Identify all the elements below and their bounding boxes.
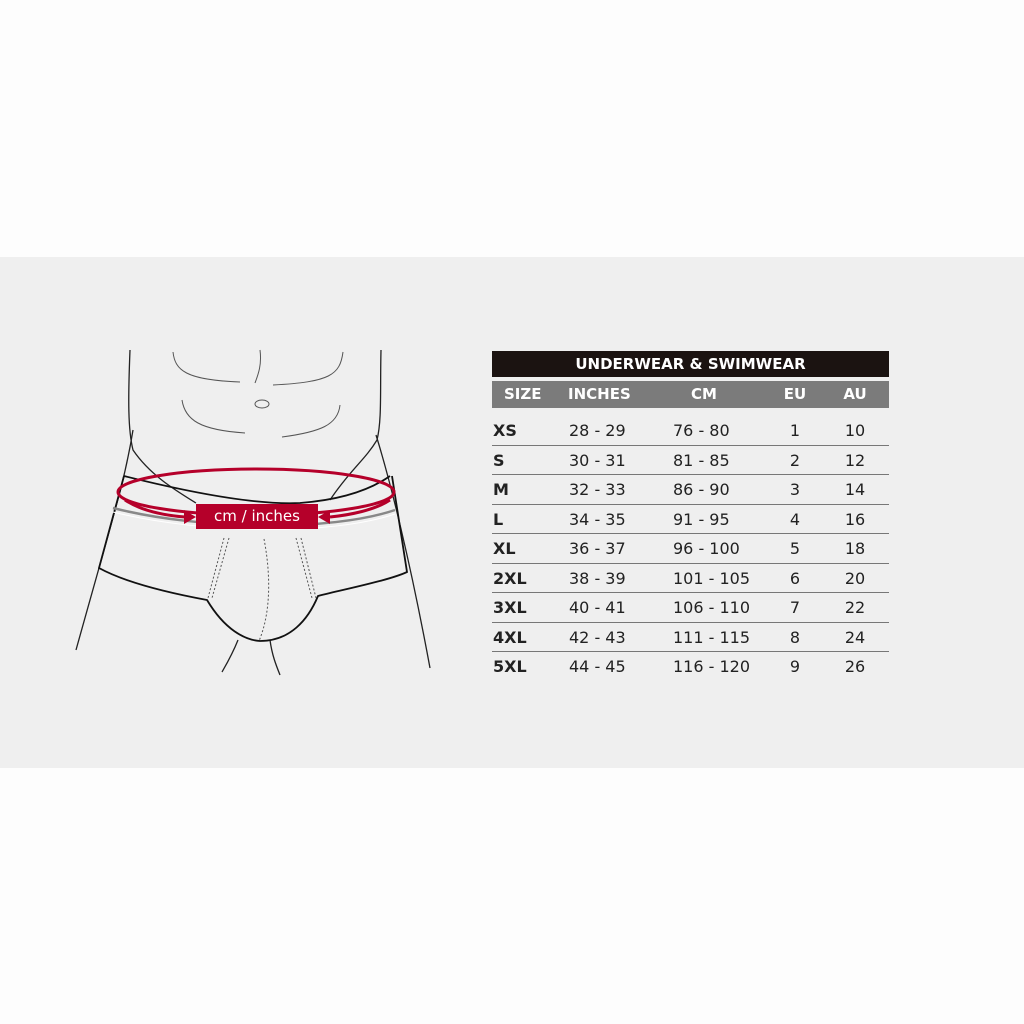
- cell-cm: 91 - 95: [673, 509, 730, 529]
- cell-size: 3XL: [493, 598, 527, 617]
- cell-size: M: [493, 480, 509, 499]
- header-cm: CM: [691, 385, 717, 403]
- measure-label: cm / inches: [196, 504, 318, 529]
- cell-eu: 4: [789, 509, 801, 529]
- cell-eu: 6: [789, 568, 801, 588]
- table-row: L 34 - 35 91 - 95 4 16: [492, 505, 889, 534]
- cell-size: 5XL: [493, 657, 527, 676]
- cell-cm: 111 - 115: [673, 627, 751, 647]
- cell-eu: 3: [789, 480, 801, 499]
- table-row: XL 36 - 37 96 - 100 5 18: [492, 534, 889, 564]
- cell-au: 22: [844, 598, 866, 617]
- cell-inches: 30 - 31: [569, 450, 626, 470]
- table-body: XS 28 - 29 76 - 80 1 10 S 30 - 31 81 - 85 2 12 M 32…: [492, 416, 889, 682]
- cell-inches: 38 - 39: [569, 568, 626, 588]
- table-row: XS 28 - 29 76 - 80 1 10: [492, 416, 889, 446]
- cell-au: 26: [844, 657, 866, 676]
- cell-size: S: [493, 450, 505, 470]
- header-inches: INCHES: [568, 385, 631, 403]
- header-au: AU: [843, 385, 867, 403]
- cell-eu: 9: [789, 657, 801, 676]
- cell-au: 24: [844, 627, 866, 647]
- cell-au: 14: [844, 480, 866, 499]
- header-eu: EU: [783, 385, 807, 403]
- cell-cm: 101 - 105: [673, 568, 751, 588]
- cell-cm: 81 - 85: [673, 450, 730, 470]
- cell-cm: 76 - 80: [673, 421, 730, 440]
- cell-cm: 96 - 100: [673, 539, 740, 558]
- table-row: M 32 - 33 86 - 90 3 14: [492, 475, 889, 505]
- table-row: 4XL 42 - 43 111 - 115 8 24: [492, 623, 889, 652]
- table-row: S 30 - 31 81 - 85 2 12: [492, 446, 889, 475]
- cell-size: L: [493, 509, 504, 529]
- table-row: 3XL 40 - 41 106 - 110 7 22: [492, 593, 889, 623]
- cell-inches: 32 - 33: [569, 480, 626, 499]
- cell-au: 20: [844, 568, 866, 588]
- cell-au: 16: [844, 509, 866, 529]
- cell-eu: 1: [789, 421, 801, 440]
- cell-au: 18: [844, 539, 866, 558]
- cell-inches: 42 - 43: [569, 627, 626, 647]
- cell-eu: 7: [789, 598, 801, 617]
- cell-cm: 106 - 110: [673, 598, 751, 617]
- cell-eu: 2: [789, 450, 801, 470]
- size-chart-table: UNDERWEAR & SWIMWEAR SIZE INCHES CM EU A…: [492, 351, 889, 682]
- cell-inches: 34 - 35: [569, 509, 626, 529]
- cell-inches: 28 - 29: [569, 421, 626, 440]
- cell-size: 2XL: [493, 568, 527, 588]
- cell-inches: 36 - 37: [569, 539, 626, 558]
- cell-cm: 86 - 90: [673, 480, 730, 499]
- table-row: 5XL 44 - 45 116 - 120 9 26: [492, 652, 889, 682]
- cell-size: 4XL: [493, 627, 527, 647]
- table-row: 2XL 38 - 39 101 - 105 6 20: [492, 564, 889, 593]
- cell-cm: 116 - 120: [673, 657, 751, 676]
- cell-eu: 8: [789, 627, 801, 647]
- cell-eu: 5: [789, 539, 801, 558]
- cell-inches: 40 - 41: [569, 598, 626, 617]
- cell-au: 12: [844, 450, 866, 470]
- cell-size: XS: [493, 421, 517, 440]
- table-title: UNDERWEAR & SWIMWEAR: [492, 351, 889, 377]
- table-header: SIZE INCHES CM EU AU: [492, 381, 889, 408]
- cell-inches: 44 - 45: [569, 657, 626, 676]
- background-band: [0, 257, 1024, 768]
- cell-size: XL: [493, 539, 516, 558]
- header-size: SIZE: [504, 385, 542, 403]
- cell-au: 10: [844, 421, 866, 440]
